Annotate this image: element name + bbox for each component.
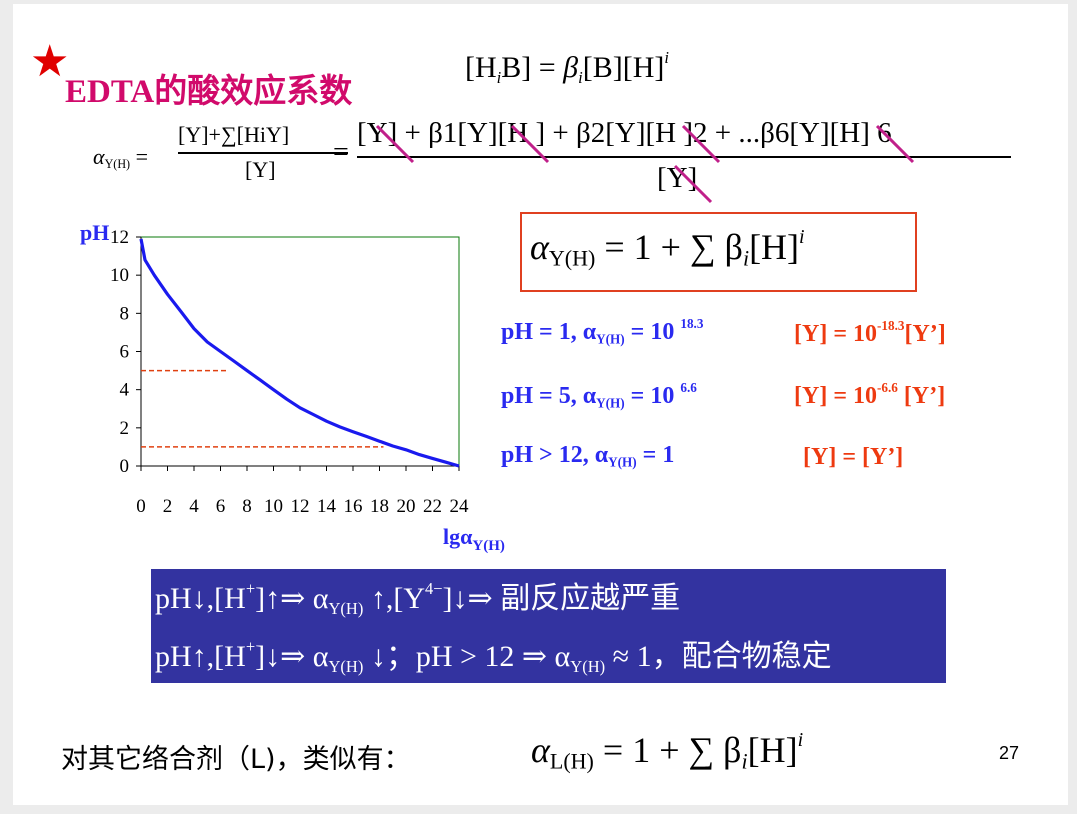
summary-box: pH↓,[H+]↑⇒ αY(H) ↑,[Y4−]↓⇒ 副反应越严重 pH↑,[H… [151,569,946,683]
y-tick-label: 4 [120,380,130,401]
case-row-result: [Y] = 10-18.3[Y’] [794,318,946,348]
x-tick-label: 10 [264,496,283,517]
summary-line-2: pH↑,[H+]↓⇒ αY(H) ↓；pH > 12 ⇒ αY(H) ≈ 1，配… [155,636,832,676]
y-tick-label: 10 [110,265,129,286]
y-axis-label: pH [80,220,109,245]
y-tick-label: 2 [120,418,130,439]
x-tick-label: 24 [450,496,470,517]
x-tick-label: 6 [216,496,226,517]
x-tick-label: 14 [317,496,337,517]
x-tick-label: 2 [163,496,173,517]
y-tick-label: 0 [120,456,130,477]
plot-frame [140,236,460,467]
alpha-def-denominator: [Y] [245,157,276,182]
y-tick-label: 8 [120,303,130,324]
x-tick-label: 22 [423,496,442,517]
alpha-def-numerator: [Y]+∑[HiY] [178,122,290,147]
case-row-result: [Y] = [Y’] [803,444,904,470]
case-row-result: [Y] = 10-6.6 [Y’] [794,380,946,410]
y-tick-label: 12 [110,227,129,248]
alpha-def-equals: = [333,137,349,168]
summary-line-1: pH↓,[H+]↑⇒ αY(H) ↑,[Y4−]↓⇒ 副反应越严重 [155,578,681,618]
x-axis-label: lgαY(H) [443,524,505,554]
x-tick-label: 12 [291,496,310,517]
bottom-text: 对其它络合剂（L)，类似有： [61,744,411,775]
page-number: 27 [999,743,1020,763]
case-row: pH = 1, αY(H) = 10 18.3 [501,316,704,347]
x-tick-label: 0 [136,496,146,517]
expanded-numerator: [Y] + β1[Y][H ] + β2[Y][H ]2 + ...β6[Y][… [357,117,892,149]
slide-title: EDTA的酸效应系数 [65,74,353,110]
x-axis-label-sub: Y(H) [472,538,505,554]
case-row: pH > 12, αY(H) = 1 [501,442,675,470]
star-icon: ★ [30,37,70,86]
x-tick-label: 16 [344,496,363,517]
hib-equation: [HiB] = βi[B][H]i [465,48,669,87]
x-tick-label: 4 [189,496,199,517]
x-tick-label: 20 [397,496,416,517]
case-row: pH = 5, αY(H) = 10 6.6 [501,380,697,411]
series-line [139,238,460,468]
alpha-def-lhs: αY(H) = [93,144,149,172]
boxed-formula: αY(H) = 1 + ∑ βi[H]i [520,212,917,292]
y-tick-label: 6 [120,342,130,363]
x-tick-label: 8 [242,496,252,517]
bottom-formula: αL(H) = 1 + ∑ βi[H]i [531,729,804,774]
slide: ★ EDTA的酸效应系数 [HiB] = βi[B][H]i αY(H) = [… [13,4,1068,805]
cancel-strokes [375,124,915,204]
x-tick-label: 18 [370,496,389,517]
